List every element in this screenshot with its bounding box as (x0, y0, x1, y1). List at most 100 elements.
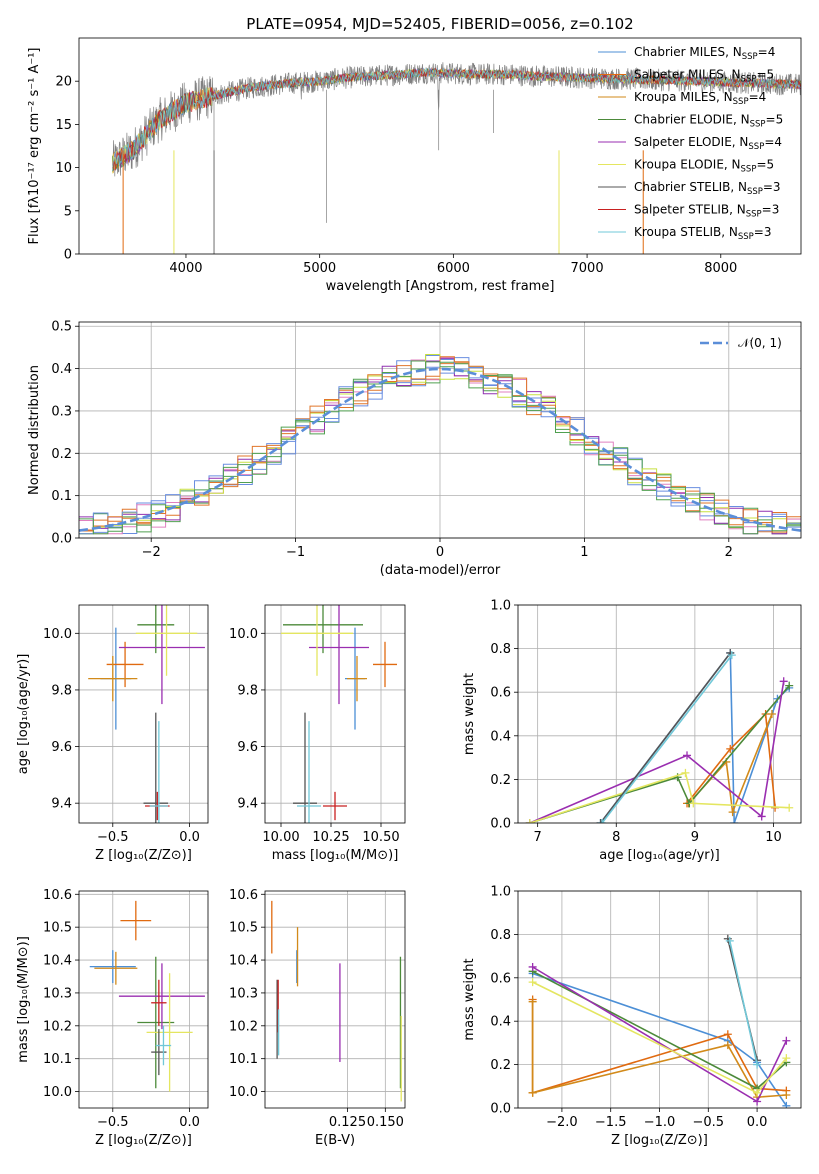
errorbar-point (297, 721, 321, 823)
y-tick-label: 0.4 (490, 729, 511, 744)
y-tick-label: 0.0 (490, 817, 511, 832)
weight-series-line (688, 713, 773, 816)
errorbar-point (151, 1029, 167, 1076)
errorbar-point (143, 712, 169, 823)
weight-point-marker (596, 819, 605, 823)
errorbar-point (146, 973, 193, 1092)
errorbar-point (293, 712, 317, 823)
errorbar-point (137, 605, 175, 654)
y-tick-label: 10.0 (229, 627, 258, 642)
x-tick-label: 10 (765, 830, 782, 845)
x-tick-label: 0 (436, 545, 444, 560)
x-tick-label: −1 (286, 545, 305, 560)
weight-point-marker (753, 1060, 762, 1069)
y-tick-label: 0.6 (490, 971, 511, 986)
y-tick-label: 10.4 (229, 954, 258, 969)
y-tick-label: 0.5 (51, 320, 72, 335)
spectrum-model-line (112, 68, 801, 172)
y-tick-label: 10.3 (229, 986, 258, 1001)
plot-area-mass-vs-Z (79, 891, 208, 1108)
y-tick-label: 10.2 (229, 1019, 258, 1034)
legend-label: Kroupa MILES, NSSP=4 (634, 90, 766, 107)
legend-label: Kroupa STELIB, NSSP=3 (634, 225, 772, 242)
weight-point-marker (528, 978, 537, 987)
weight-point-marker (730, 819, 739, 823)
x-axis-label: wavelength [Angstrom, rest frame] (326, 279, 555, 294)
errorbar-point (151, 979, 167, 1026)
y-axis-label: Flux [fλ10⁻¹⁷ erg cm⁻² s⁻¹ A⁻¹] (27, 48, 42, 245)
errorbar-point (135, 605, 198, 676)
weight-point-marker (689, 799, 698, 808)
y-tick-label: 9.6 (51, 740, 72, 755)
weight-point-marker (723, 1030, 732, 1039)
y-tick-label: 0.2 (51, 447, 72, 462)
y-tick-label: 0.0 (490, 1102, 511, 1117)
y-tick-label: 0.6 (490, 686, 511, 701)
y-tick-label: 10.6 (43, 888, 72, 903)
y-tick-label: 10.5 (229, 921, 258, 936)
y-tick-label: 0.2 (490, 1058, 511, 1073)
errorbar-point (281, 605, 353, 676)
y-tick-label: 9.4 (237, 797, 258, 812)
x-tick-label: −2.0 (546, 1115, 578, 1130)
axes-frame (517, 604, 802, 824)
weight-series-line (529, 685, 790, 823)
x-tick-label: 6000 (437, 261, 470, 276)
weight-series-line (532, 972, 788, 1107)
weight-point-marker (785, 681, 794, 690)
legend-label: Kroupa ELODIE, NSSP=5 (634, 158, 774, 175)
y-tick-label: 0.1 (51, 489, 72, 504)
y-tick-label: 9.4 (51, 797, 72, 812)
axes-age-vs-Z: −0.5 0.0 9.4 9.6 9.8 10.0 Z [log₁₀(Z/Z⊙)] age [… (16, 604, 209, 863)
weight-point-marker (726, 744, 735, 753)
weight-point-marker (525, 819, 534, 823)
y-tick-label: 5 (64, 204, 72, 219)
axes-mass-vs-ebv: 0.125 0.150 10.0 10.1 10.2 10.3 10.4 10.5 10.6 E(… (229, 888, 406, 1148)
weight-point-marker (528, 1088, 537, 1097)
axes-frame (264, 890, 406, 1109)
x-tick-label: 10.50 (362, 830, 399, 845)
weight-point-marker (728, 808, 737, 817)
y-tick-label: 10.1 (43, 1052, 72, 1067)
axes-frame (78, 321, 802, 539)
y-tick-label: 10.4 (43, 954, 72, 969)
x-axis-label: age [log₁₀(age/yr)] (599, 848, 720, 863)
weight-series-line (529, 771, 790, 823)
weight-point-marker (782, 1101, 791, 1108)
spectrum-legend: Chabrier MILES, NSSP=4 Salpeter MILES, NS… (598, 45, 783, 242)
errorbar-point (89, 950, 136, 984)
x-tick-label: 2 (725, 545, 733, 560)
axes-weight-vs-Z: −2.0 −1.5 −1.0 −0.5 0.0 0.0 0.2 0.4 0.6 0.8 1.0 Z [… (462, 885, 802, 1148)
x-tick-label: 8 (612, 830, 620, 845)
x-tick-label: 4000 (169, 261, 202, 276)
x-tick-label: 5000 (303, 261, 336, 276)
weight-point-marker (528, 962, 537, 971)
x-tick-label: 9 (691, 830, 699, 845)
plot-area-weight-vs-age (518, 604, 801, 824)
weight-point-marker (782, 1090, 791, 1099)
y-tick-label: 1.0 (490, 885, 511, 900)
axes-frame (78, 37, 802, 255)
axes-frame (78, 604, 209, 824)
errorbar-point (155, 1025, 172, 1066)
y-tick-label: 1.0 (490, 599, 511, 614)
weight-point-marker (598, 819, 607, 823)
series-group-weight-vs-Z (528, 934, 791, 1108)
legend-label: Salpeter ELODIE, NSSP=4 (634, 135, 782, 152)
weight-series-line (529, 681, 785, 823)
weight-point-marker (683, 751, 692, 760)
errorbar-point (323, 791, 347, 821)
plot-area-age-vs-Z (79, 605, 208, 823)
weight-series-line (599, 652, 731, 823)
y-tick-label: 10.5 (43, 921, 72, 936)
weight-point-marker (681, 768, 690, 777)
y-tick-label: 10.3 (43, 986, 72, 1001)
errorbar-point (149, 721, 169, 823)
weight-point-marker (782, 1054, 791, 1063)
errorbar-point (88, 655, 138, 702)
axes-spectrum: 4000 5000 6000 7000 8000 0 5 10 15 20 wavelength [… (27, 37, 802, 294)
x-tick-label: 0.0 (179, 1115, 200, 1130)
x-tick-label: 8000 (704, 261, 737, 276)
y-tick-label: 0 (64, 248, 72, 263)
